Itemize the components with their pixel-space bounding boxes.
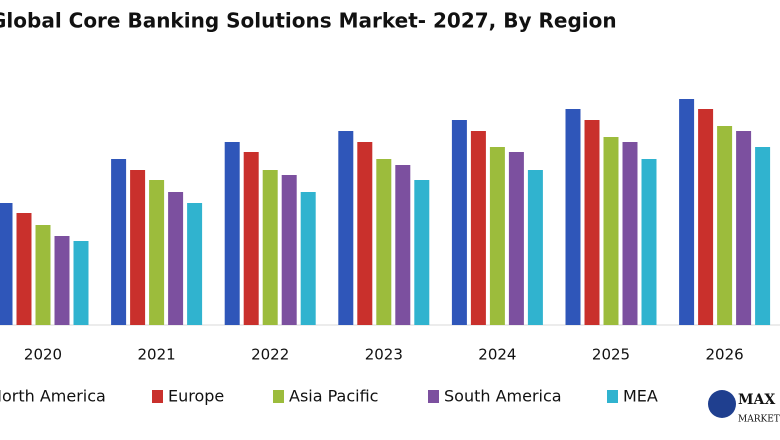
bar: [527, 170, 543, 325]
legend-label: South America: [444, 387, 562, 406]
bar: [414, 180, 430, 325]
bar: [508, 152, 524, 325]
bar: [565, 109, 581, 325]
bar: [470, 131, 486, 325]
bar: [755, 147, 771, 325]
bar: [224, 142, 240, 325]
chart-title: Global Core Banking Solutions Market- 20…: [0, 9, 617, 33]
bar: [376, 159, 392, 325]
logo-text: MAX: [738, 392, 775, 408]
bar: [584, 120, 600, 325]
logo: MAX MARKET: [708, 390, 780, 425]
bar: [736, 131, 752, 325]
legend-label: North America: [0, 387, 106, 406]
x-tick-label: 2026: [706, 346, 744, 364]
legend-swatch: [607, 390, 618, 403]
bar: [338, 131, 354, 325]
bar: [698, 109, 714, 325]
bar: [395, 165, 411, 325]
bar: [187, 203, 203, 325]
x-tick-label: 2024: [478, 346, 516, 364]
bar: [0, 203, 13, 325]
x-tick-label: 2025: [592, 346, 630, 364]
bar: [35, 225, 51, 325]
bar: [168, 192, 184, 325]
x-tick-label: 2020: [24, 346, 62, 364]
legend-swatch: [273, 390, 284, 403]
bar: [73, 241, 89, 325]
x-tick-label: 2022: [251, 346, 289, 364]
bar: [641, 159, 657, 325]
bar: [300, 192, 316, 325]
legend-label: Europe: [168, 387, 224, 406]
legend-label: MEA: [623, 387, 658, 406]
bar: [622, 142, 638, 325]
bar: [451, 120, 467, 325]
legend-swatch: [428, 390, 439, 403]
bar: [489, 147, 505, 325]
legend-swatch: [152, 390, 163, 403]
bar: [679, 99, 695, 325]
bar: [16, 213, 32, 325]
x-tick-label: 2023: [365, 346, 403, 364]
logo-globe: [708, 390, 736, 418]
x-tick-label: 2021: [138, 346, 176, 364]
bar: [149, 180, 165, 325]
bar: [603, 137, 619, 325]
bar: [717, 126, 733, 325]
bar: [281, 175, 297, 325]
logo-subtext: MARKET: [738, 415, 780, 425]
bar: [111, 159, 127, 325]
legend-label: Asia Pacific: [289, 387, 378, 406]
bar: [54, 236, 70, 325]
bar: [357, 142, 373, 325]
bar: [262, 170, 278, 325]
bar: [130, 170, 146, 325]
bar: [243, 152, 259, 325]
